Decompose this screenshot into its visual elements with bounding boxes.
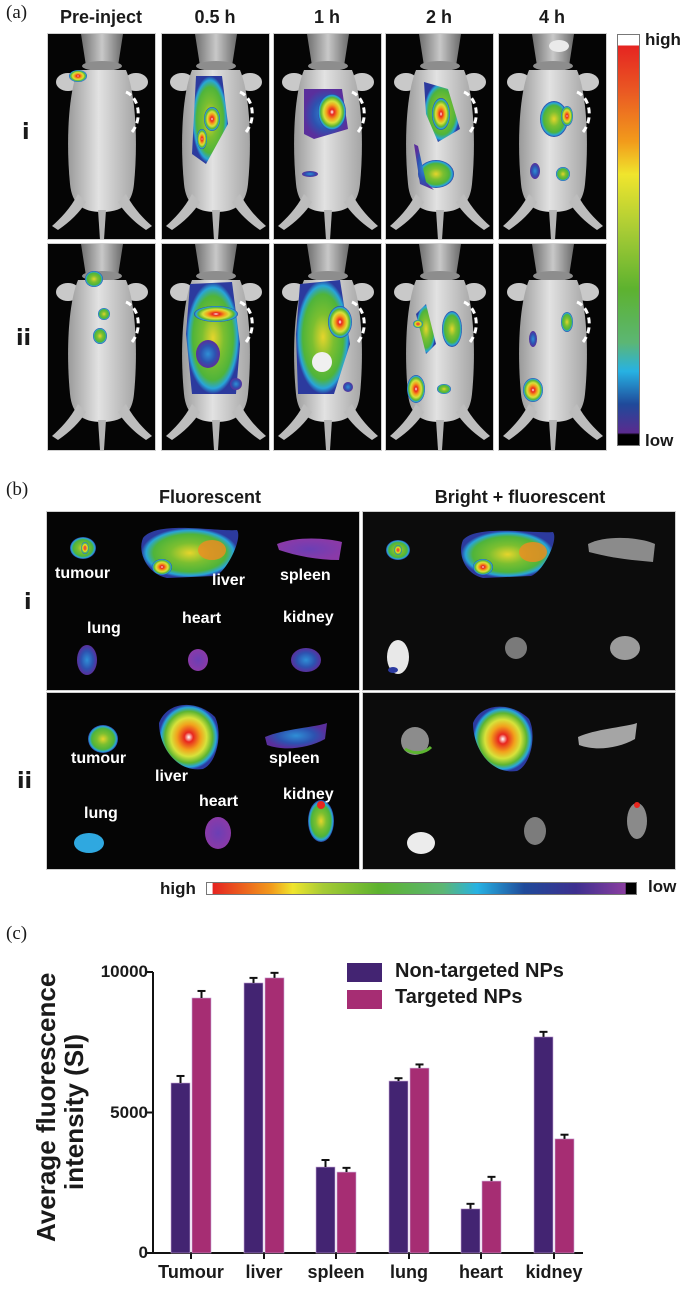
organ-label-heart: heart — [182, 610, 222, 627]
bar-non-targeted-tumour — [170, 1082, 191, 1254]
organ-image-ii-bright-fluorescent — [362, 692, 676, 870]
organ-label-kidney-ii: kidney — [283, 786, 334, 803]
organ-label-liver-ii: liver — [155, 768, 188, 785]
bar-targeted-tumour — [191, 997, 212, 1254]
column-header-pre-inject: Pre-inject — [59, 7, 143, 27]
column-header-0-5h: 0.5 h — [194, 7, 236, 27]
organ-label-tumour-ii: tumour — [71, 750, 127, 767]
panel-b-label: (b) — [6, 479, 29, 500]
bar-non-targeted-liver — [243, 982, 264, 1254]
colorbar-b-low-label: low — [648, 877, 677, 896]
bar-non-targeted-lung — [388, 1080, 409, 1254]
column-header-2h: 2 h — [425, 7, 452, 27]
legend-swatch-non-targeted — [347, 963, 382, 982]
mouse-image-i-1h — [273, 33, 382, 240]
bar-targeted-kidney — [554, 1138, 575, 1254]
heading-fluorescent: Fluorescent — [158, 487, 262, 507]
y-tick-0: 0 — [138, 1243, 148, 1262]
row-label-ii: ii — [16, 326, 32, 351]
legend-label-non-targeted: Non-targeted NPs — [395, 960, 564, 982]
mouse-image-ii-4h — [498, 243, 607, 451]
panel-a-label: (a) — [6, 2, 28, 23]
row-label-i: i — [22, 120, 30, 145]
organ-label-spleen: spleen — [280, 567, 331, 584]
bar-targeted-spleen — [336, 1171, 357, 1254]
column-header-4h: 4 h — [538, 7, 565, 27]
y-tick-10000: 10000 — [100, 962, 148, 981]
bar-targeted-lung — [409, 1067, 430, 1254]
organ-label-spleen-ii: spleen — [269, 750, 320, 767]
organ-label-liver: liver — [212, 572, 245, 589]
x-label-lung: lung — [390, 1262, 428, 1282]
legend-swatch-targeted — [347, 990, 382, 1009]
row-label-b-ii: ii — [17, 769, 33, 794]
x-label-tumour: Tumour — [158, 1262, 224, 1282]
mouse-image-i-pre-inject — [47, 33, 156, 240]
x-label-kidney: kidney — [525, 1262, 583, 1282]
colorbar-high-label: high — [645, 30, 681, 49]
mouse-image-i-4h — [498, 33, 607, 240]
bar-non-targeted-spleen — [315, 1166, 336, 1254]
organ-label-lung: lung — [87, 620, 121, 637]
mouse-image-ii-0-5h — [161, 243, 270, 451]
bar-non-targeted-kidney — [533, 1036, 554, 1254]
colorbar-horizontal — [206, 882, 637, 895]
x-label-spleen: spleen — [307, 1262, 365, 1282]
column-header-1h: 1 h — [313, 7, 340, 27]
mouse-image-ii-pre-inject — [47, 243, 156, 451]
panel-c-label: (c) — [6, 923, 28, 944]
legend-label-targeted: Targeted NPs — [395, 986, 523, 1008]
mouse-image-i-0-5h — [161, 33, 270, 240]
bar-targeted-heart — [481, 1180, 502, 1254]
x-label-heart: heart — [458, 1262, 503, 1282]
mouse-image-ii-1h — [273, 243, 382, 451]
organ-label-tumour: tumour — [55, 565, 111, 582]
y-tick-5000: 5000 — [110, 1103, 148, 1122]
heading-bright-fluorescent: Bright + fluorescent — [434, 487, 606, 507]
colorbar-b-high-label: high — [160, 879, 196, 898]
organ-image-i-fluorescent: tumour liver spleen lung heart kidney — [46, 511, 360, 691]
organ-label-kidney: kidney — [283, 609, 334, 626]
mouse-image-ii-2h — [385, 243, 494, 451]
organ-image-i-bright-fluorescent — [362, 511, 676, 691]
bar-non-targeted-heart — [460, 1208, 481, 1254]
x-label-liver: liver — [245, 1262, 283, 1282]
organ-image-ii-fluorescent: tumour liver spleen lung heart kidney — [46, 692, 360, 870]
organ-label-heart-ii: heart — [199, 793, 239, 810]
colorbar-low-label: low — [645, 431, 674, 450]
bar-targeted-liver — [264, 977, 285, 1254]
colorbar-vertical — [617, 34, 640, 446]
row-label-b-i: i — [24, 590, 32, 615]
organ-label-lung-ii: lung — [84, 805, 118, 822]
mouse-image-i-2h — [385, 33, 494, 240]
